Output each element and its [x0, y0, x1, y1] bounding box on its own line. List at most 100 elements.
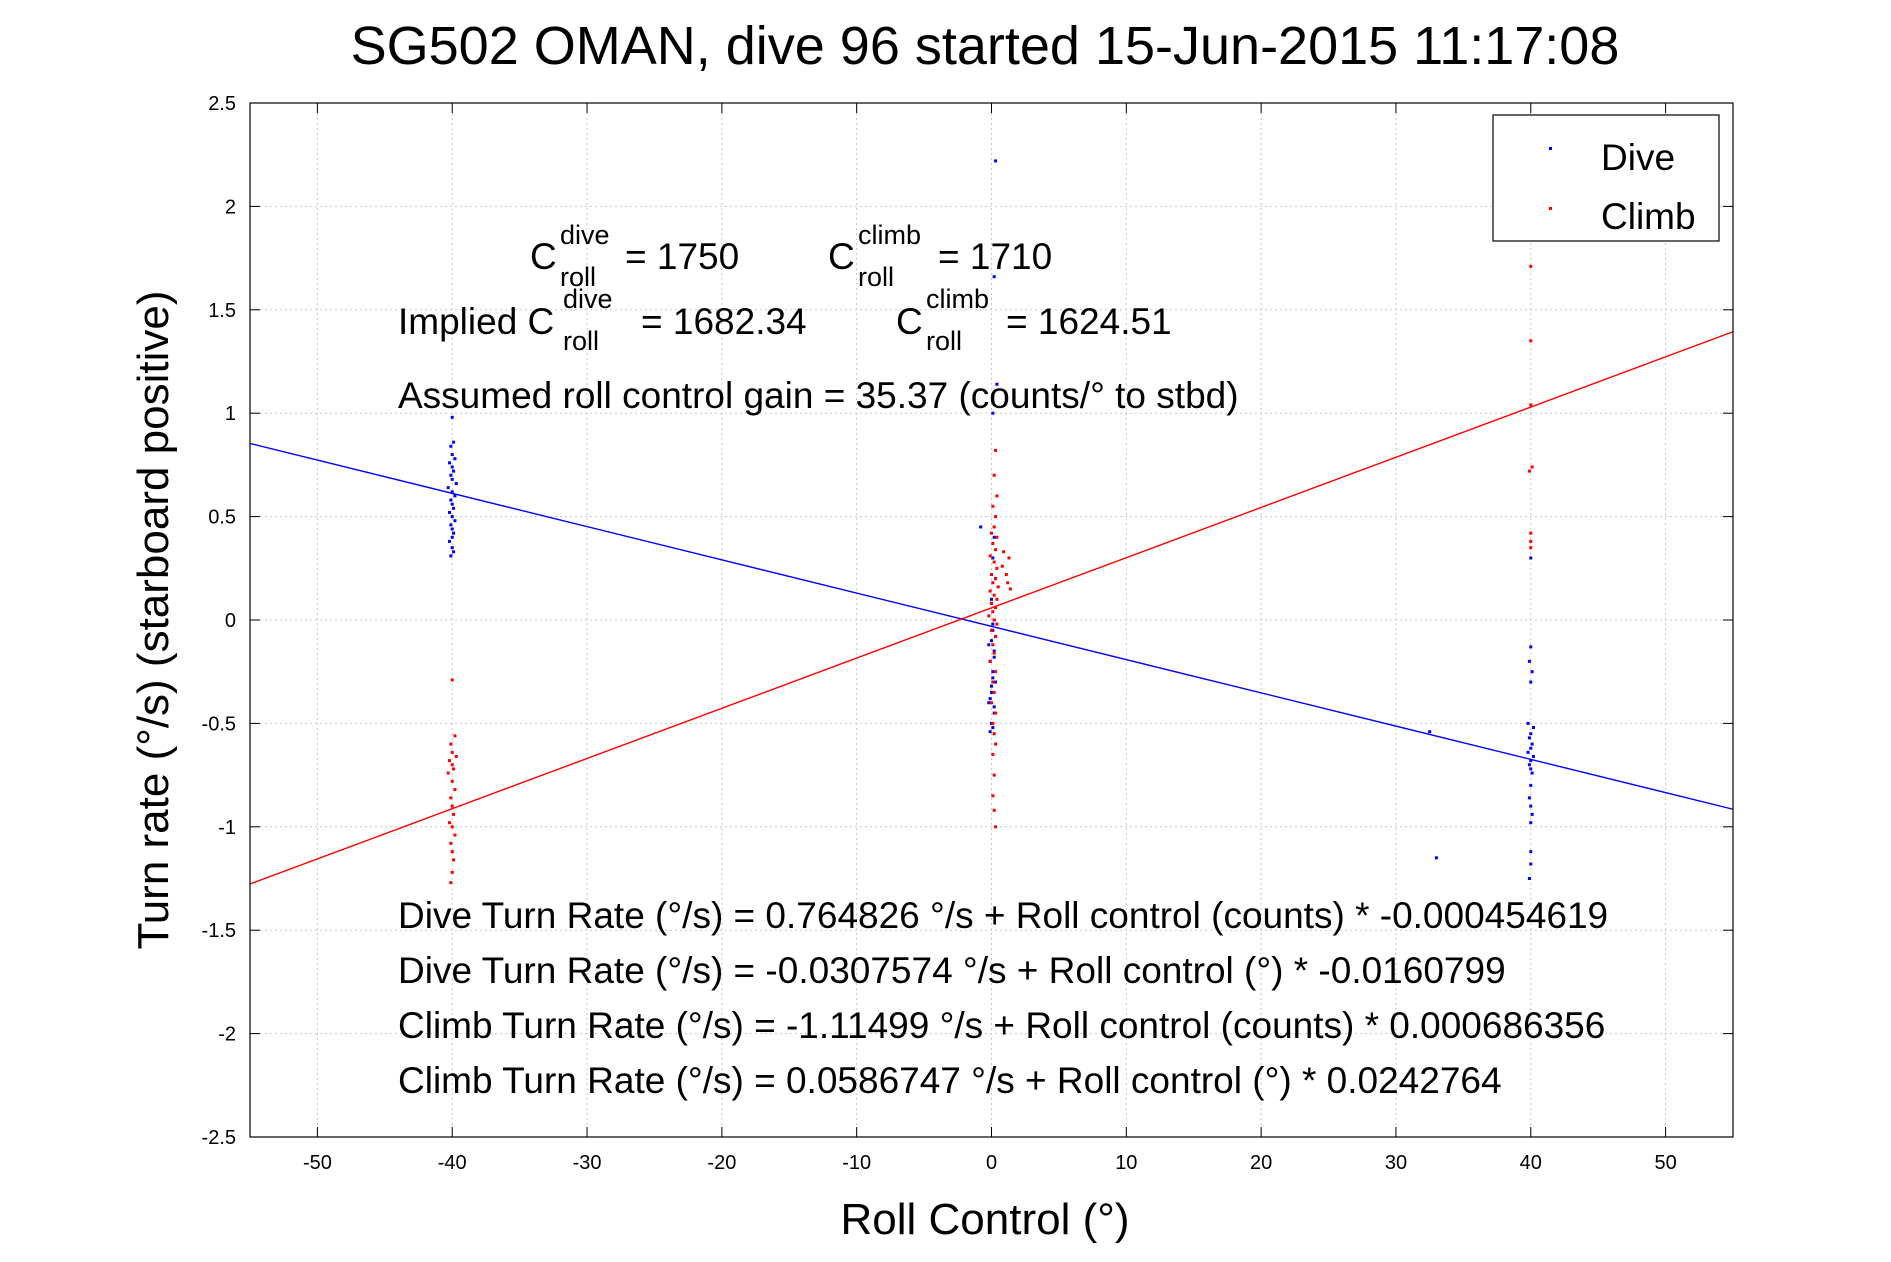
point-dive [991, 622, 995, 626]
point-climb [994, 548, 998, 552]
equation-dive-counts: Dive Turn Rate (°/s) = 0.764826 °/s + Ro… [398, 895, 1608, 936]
point-dive [1529, 556, 1533, 560]
y-tick-label: -0.5 [202, 713, 236, 735]
point-dive [1529, 759, 1533, 763]
legend-box [1492, 114, 1720, 242]
point-climb [991, 610, 995, 614]
fit-line-climb [249, 331, 1734, 885]
point-dive [1526, 750, 1530, 754]
point-climb [992, 773, 996, 777]
point-climb [1529, 403, 1533, 407]
point-climb [994, 742, 998, 746]
point-dive [1530, 670, 1534, 674]
gain-annotation: Assumed roll control gain = 35.37 (count… [398, 375, 1239, 416]
point-climb [992, 593, 996, 597]
point-climb [1000, 564, 1004, 568]
point-climb [996, 585, 1000, 589]
point-dive [1529, 862, 1533, 866]
point-climb [992, 525, 996, 529]
y-tick-label: 1 [225, 403, 236, 425]
point-climb [988, 589, 992, 593]
implied-climb-superscript: climb [926, 284, 989, 314]
y-tick-label: 2 [225, 196, 236, 218]
point-dive [1529, 732, 1533, 736]
y-tick-label: -1 [218, 817, 236, 839]
point-climb [991, 504, 995, 508]
x-tick-label: -30 [573, 1152, 602, 1174]
point-climb [454, 754, 458, 758]
point-dive [992, 705, 996, 709]
point-climb [994, 825, 998, 829]
point-climb [990, 628, 993, 632]
x-tick-label: 20 [1250, 1152, 1272, 1174]
x-tick-label: -40 [438, 1152, 467, 1174]
x-axis-ticks: -50 -40 -30 -20 -10 0 10 20 30 40 50 [303, 103, 1677, 1174]
x-tick-label: 0 [986, 1152, 997, 1174]
point-climb [995, 535, 999, 539]
point-climb [990, 573, 993, 577]
point-dive [1529, 821, 1533, 825]
point-climb [995, 597, 999, 601]
point-dive [1530, 742, 1534, 746]
point-climb [453, 833, 457, 837]
legend: Dive Climb [1492, 114, 1720, 242]
point-dive [988, 697, 992, 701]
point-climb [452, 767, 456, 771]
point-climb [1529, 264, 1533, 268]
point-dive [453, 494, 457, 498]
point-climb [992, 618, 996, 622]
y-tick-label: 0.5 [208, 507, 236, 529]
point-dive [1530, 812, 1534, 816]
point-dive [991, 411, 995, 415]
point-climb [990, 701, 993, 705]
point-climb [449, 841, 453, 845]
y-tick-label: 0 [225, 610, 236, 632]
point-dive [448, 539, 452, 543]
point-dive [1526, 721, 1530, 725]
point-climb [992, 808, 996, 812]
point-dive [1529, 645, 1533, 649]
implied-climb-subscript: roll [926, 326, 962, 356]
c-dive-label: C [530, 236, 557, 277]
point-dive [1529, 746, 1533, 750]
point-dive [979, 525, 983, 529]
point-dive [448, 510, 452, 514]
point-dive [450, 527, 454, 531]
equation-dive-degrees: Dive Turn Rate (°/s) = -0.0307574 °/s + … [398, 950, 1506, 991]
point-dive [1529, 767, 1533, 771]
point-dive [992, 655, 996, 659]
point-dive [450, 465, 454, 469]
point-dive [1529, 804, 1533, 808]
point-climb [450, 750, 454, 754]
point-climb [991, 581, 995, 585]
c-climb-value: = 1710 [938, 236, 1052, 277]
point-dive [1531, 726, 1535, 730]
point-climb [992, 473, 996, 477]
point-dive [453, 457, 457, 461]
point-climb [1529, 546, 1533, 550]
point-climb [452, 812, 456, 816]
point-climb [992, 651, 996, 655]
point-climb [450, 804, 454, 808]
point-climb [988, 659, 992, 663]
point-climb [994, 515, 998, 519]
point-dive [991, 670, 995, 674]
point-climb [991, 643, 995, 647]
point-dive [449, 498, 453, 502]
point-dive [449, 523, 453, 527]
c-roll-annotation-row1: C dive roll = 1750 C climb roll = 1710 [530, 220, 1052, 292]
point-climb [1529, 531, 1533, 535]
x-tick-label: -50 [303, 1152, 332, 1174]
point-climb [995, 566, 999, 570]
point-dive [1527, 763, 1531, 767]
point-dive [450, 490, 454, 494]
point-climb [1006, 581, 1010, 585]
point-climb [994, 577, 998, 581]
y-tick-label: 1.5 [208, 300, 236, 322]
point-climb [994, 635, 998, 639]
point-dive [450, 546, 454, 550]
chart-title: SG502 OMAN, dive 96 started 15-Jun-2015 … [351, 16, 1620, 76]
point-climb [450, 678, 454, 682]
y-tick-label: -2 [218, 1024, 236, 1046]
